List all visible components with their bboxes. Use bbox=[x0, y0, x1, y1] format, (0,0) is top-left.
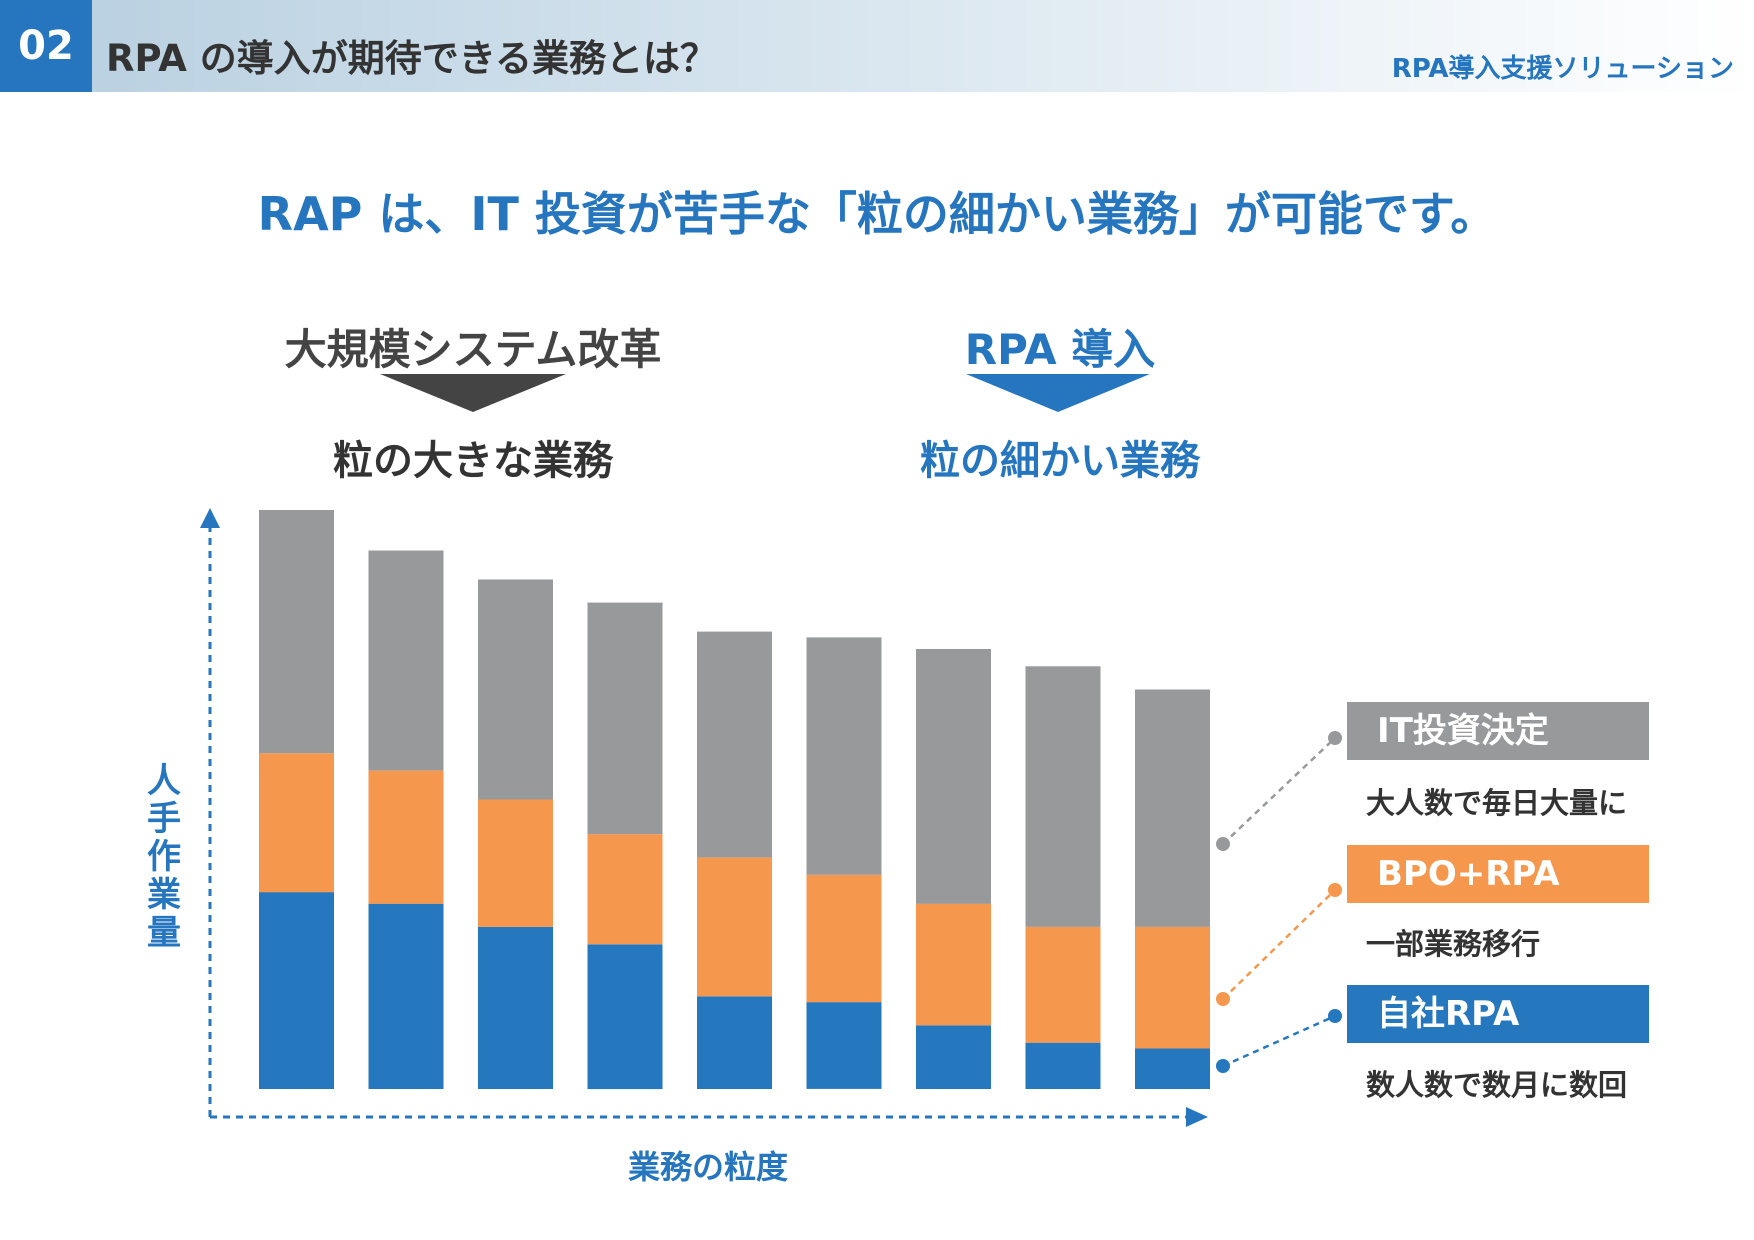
bar-7-own-rpa bbox=[916, 1025, 991, 1089]
page-title: RPA の導入が期待できる業務とは？ bbox=[106, 37, 717, 80]
connector-dot-bpo-start bbox=[1216, 992, 1230, 1006]
x-axis-label: 業務の粒度 bbox=[628, 1148, 789, 1186]
right-group-title: RPA 導入 bbox=[964, 325, 1156, 374]
bar-3-bpo-rpa bbox=[478, 799, 553, 927]
bar-1-own-rpa bbox=[259, 892, 334, 1089]
headline: RAP は、IT 投資が苦手な「粒の細かい業務」が可能です。 bbox=[257, 187, 1497, 241]
legend-box-own: 自社RPA bbox=[1347, 985, 1649, 1043]
left-group-subtitle: 粒の大きな業務 bbox=[333, 438, 613, 484]
legend-box-bpo: BPO+RPA bbox=[1347, 845, 1649, 903]
bar-4-bpo-rpa bbox=[587, 834, 663, 945]
bar-1-it-investment bbox=[259, 510, 334, 754]
bar-5-bpo-rpa bbox=[697, 857, 772, 997]
bar-9-bpo-rpa bbox=[1135, 926, 1210, 1049]
bar-8-bpo-rpa bbox=[1025, 926, 1101, 1043]
connector-line-own bbox=[1222, 1014, 1336, 1068]
bar-7-bpo-rpa bbox=[916, 903, 991, 1026]
legend-desc-it: 大人数で毎日大量に bbox=[1366, 786, 1628, 820]
right-down-arrow bbox=[966, 374, 1150, 412]
bar-8-own-rpa bbox=[1025, 1042, 1101, 1089]
y-axis-arrowhead bbox=[200, 508, 220, 528]
bar-8-it-investment bbox=[1025, 666, 1101, 927]
bar-6-bpo-rpa bbox=[806, 874, 882, 1003]
bar-7-it-investment bbox=[916, 649, 991, 904]
connector-dot-bpo-end bbox=[1328, 883, 1342, 897]
bar-5-it-investment bbox=[697, 631, 772, 858]
bar-2-own-rpa bbox=[368, 903, 444, 1089]
header-bar: 02 RPA の導入が期待できる業務とは？ RPA導入支援ソリューション bbox=[0, 0, 1754, 92]
bar-4-it-investment bbox=[587, 602, 663, 835]
connector-dot-own-end bbox=[1328, 1009, 1342, 1023]
right-group-subtitle: 粒の細かい業務 bbox=[920, 438, 1200, 484]
connector-dot-it-start bbox=[1216, 837, 1230, 851]
bar-9-own-rpa bbox=[1135, 1048, 1210, 1089]
bar-2-bpo-rpa bbox=[368, 770, 444, 904]
bar-3-it-investment bbox=[478, 579, 553, 800]
bar-1-bpo-rpa bbox=[259, 753, 334, 893]
x-axis-arrowhead bbox=[1186, 1107, 1208, 1127]
brand-label: RPA導入支援ソリューション bbox=[1391, 54, 1734, 84]
connector-line-it bbox=[1222, 737, 1336, 845]
legend-box-it: IT投資決定 bbox=[1347, 702, 1649, 760]
bar-5-own-rpa bbox=[697, 996, 772, 1089]
connector-line-bpo bbox=[1222, 889, 1336, 1000]
bar-6-it-investment bbox=[806, 637, 882, 875]
y-axis-label: 人手作業量 bbox=[147, 761, 181, 953]
bar-9-it-investment bbox=[1135, 689, 1210, 927]
legend-desc-bpo: 一部業務移行 bbox=[1366, 927, 1541, 961]
bar-4-own-rpa bbox=[587, 944, 663, 1090]
bar-6-own-rpa bbox=[806, 1002, 882, 1089]
left-down-arrow bbox=[380, 374, 566, 412]
left-group-title: 大規模システム改革 bbox=[284, 325, 662, 374]
connector-dot-it-end bbox=[1328, 731, 1342, 745]
connector-dot-own-start bbox=[1216, 1059, 1230, 1073]
bar-2-it-investment bbox=[368, 550, 444, 771]
bar-3-own-rpa bbox=[478, 926, 553, 1089]
section-number: 02 bbox=[0, 0, 92, 92]
legend-desc-own: 数人数で数月に数回 bbox=[1366, 1068, 1628, 1102]
